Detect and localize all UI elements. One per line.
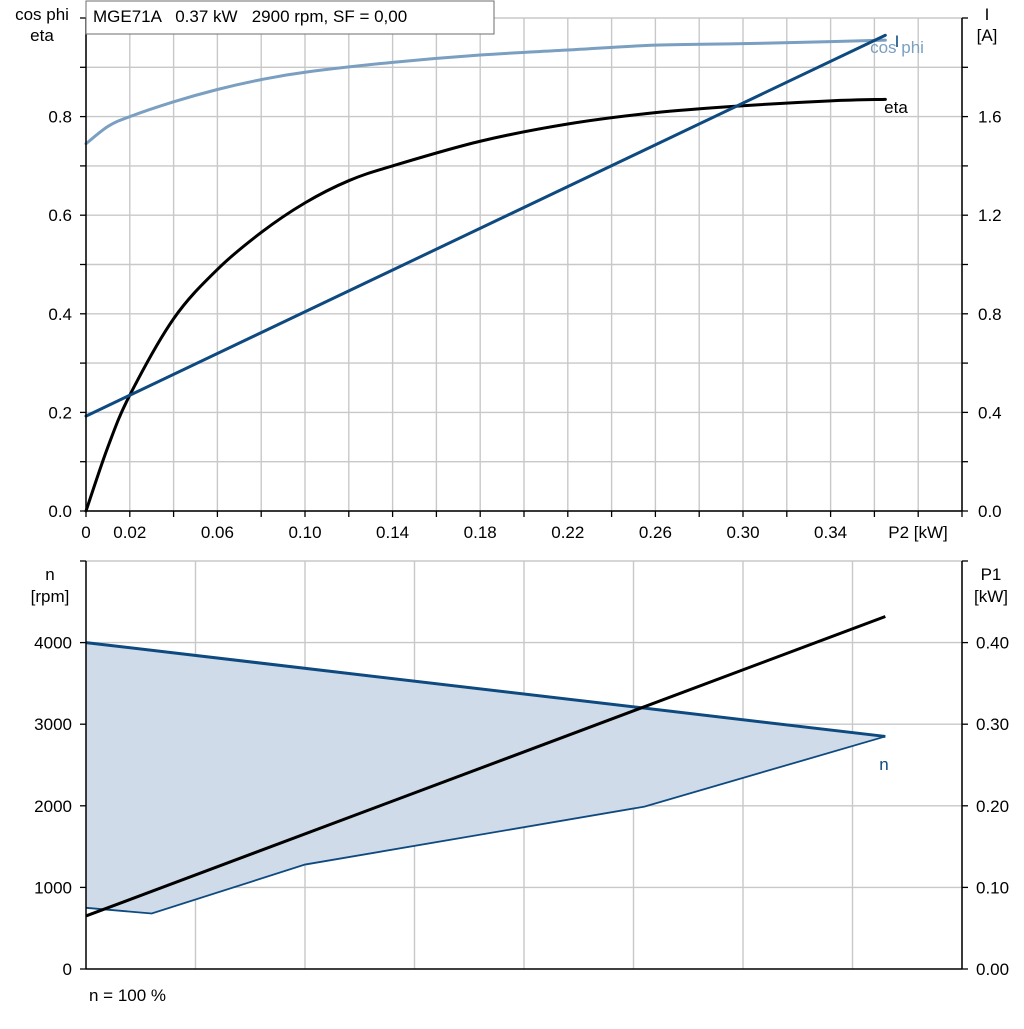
bottom-right-tick-label: 0.20 bbox=[976, 797, 1009, 816]
top-left-tick-label: 0.8 bbox=[48, 108, 72, 127]
top-right-axis-label-1: I bbox=[985, 5, 990, 24]
top-left-axis-label-2: eta bbox=[30, 26, 54, 45]
bottom-left-axis-label-2: [rpm] bbox=[31, 587, 70, 606]
series-label-current: I bbox=[895, 32, 900, 51]
top-x-tick-label: 0.06 bbox=[201, 523, 234, 542]
top-left-tick-label: 0.0 bbox=[48, 502, 72, 521]
bottom-left-tick-label: 2000 bbox=[34, 797, 72, 816]
series-label-cos-phi: cos phi bbox=[870, 38, 924, 57]
top-x-tick-label: 0.22 bbox=[551, 523, 584, 542]
series-line-current bbox=[84, 33, 887, 418]
top-x-tick-label: 0 bbox=[81, 523, 90, 542]
series-line-eta bbox=[84, 97, 887, 513]
top-x-tick-label: 0.34 bbox=[814, 523, 847, 542]
bottom-right-axis-label-1: P1 bbox=[981, 565, 1002, 584]
bottom-right-tick-label: 0.30 bbox=[976, 715, 1009, 734]
bottom-left-tick-label: 3000 bbox=[34, 715, 72, 734]
top-chart-series bbox=[84, 33, 887, 513]
top-left-axis-label-1: cos phi bbox=[15, 5, 69, 24]
series-line-speed-min bbox=[85, 735, 886, 915]
top-chart-grid bbox=[85, 17, 963, 512]
bottom-left-axis-label-1: n bbox=[45, 565, 54, 584]
bottom-right-axis-label-2: [kW] bbox=[974, 587, 1008, 606]
top-x-tick-label: 0.14 bbox=[376, 523, 409, 542]
top-right-tick-label: 0.4 bbox=[978, 403, 1002, 422]
bottom-right-tick-label: 0.00 bbox=[976, 960, 1009, 979]
series-label-eta: eta bbox=[884, 98, 908, 117]
top-right-tick-label: 1.2 bbox=[978, 206, 1002, 225]
top-right-tick-label: 1.6 bbox=[978, 108, 1002, 127]
bottom-left-tick-label: 1000 bbox=[34, 878, 72, 897]
title-box-text: MGE71A 0.37 kW 2900 rpm, SF = 0,00 bbox=[93, 7, 407, 26]
top-right-tick-label: 0.8 bbox=[978, 305, 1002, 324]
series-label-speed: n bbox=[879, 755, 888, 774]
bottom-right-tick-label: 0.10 bbox=[976, 878, 1009, 897]
title-box: MGE71A 0.37 kW 2900 rpm, SF = 0,00 bbox=[85, 0, 495, 35]
top-x-tick-label: 0.30 bbox=[726, 523, 759, 542]
top-x-tick-label: 0.02 bbox=[113, 523, 146, 542]
axis-labels: cos phi eta I [A] P2 [kW] n [rpm] P1 [kW… bbox=[15, 5, 1008, 1005]
bottom-left-tick-label: 0 bbox=[63, 960, 72, 979]
top-left-tick-label: 0.4 bbox=[48, 305, 72, 324]
series-line-power-in bbox=[85, 615, 886, 918]
top-right-axis-label-2: [A] bbox=[977, 26, 998, 45]
bottom-right-tick-label: 0.40 bbox=[976, 634, 1009, 653]
axes bbox=[80, 17, 968, 970]
tick-labels: 0 0.02 0.06 0.10 0.14 0.18 0.22 0.26 0.30 0.34 0.0… bbox=[34, 108, 1009, 979]
bottom-chart-series bbox=[85, 615, 886, 918]
bottom-left-tick-label: 4000 bbox=[34, 634, 72, 653]
speed-band-fill bbox=[86, 642, 886, 914]
top-x-tick-label: 0.18 bbox=[464, 523, 497, 542]
top-left-tick-label: 0.6 bbox=[48, 206, 72, 225]
footnote: n = 100 % bbox=[89, 986, 166, 1005]
series-line-cos-phi bbox=[84, 38, 887, 146]
series-labels: cos phi I eta n bbox=[870, 32, 924, 774]
series-line-speed-max bbox=[85, 641, 886, 738]
top-x-tick-label: 0.26 bbox=[639, 523, 672, 542]
speed-band bbox=[86, 642, 886, 914]
top-right-tick-label: 0.0 bbox=[978, 502, 1002, 521]
title-box-frame bbox=[85, 0, 495, 35]
top-x-tick-label: 0.10 bbox=[288, 523, 321, 542]
top-left-tick-label: 0.2 bbox=[48, 403, 72, 422]
top-x-axis-label: P2 [kW] bbox=[888, 523, 948, 542]
